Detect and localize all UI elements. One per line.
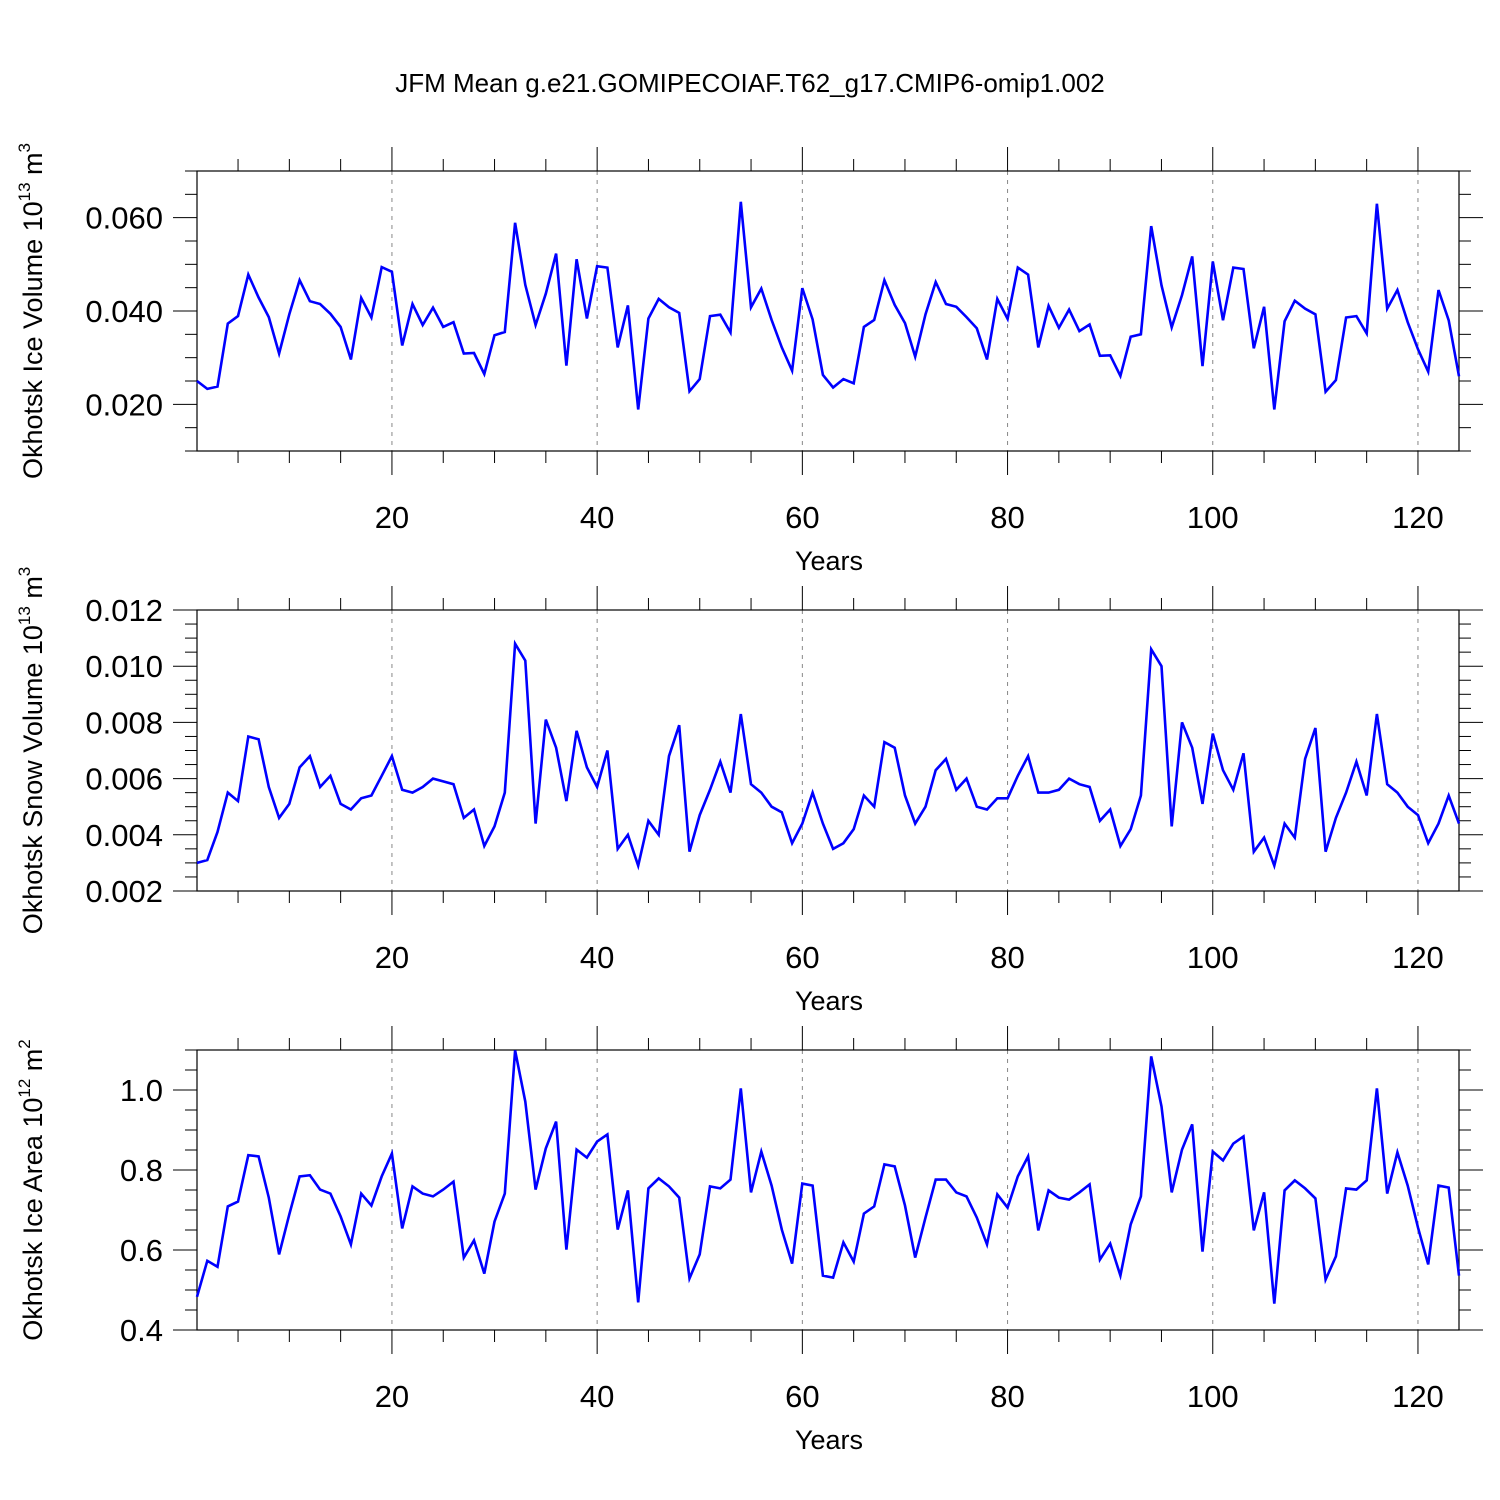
x-tick-label: 60 [785,1379,819,1414]
panel-snow-volume: 0.002 0.004 0.006 0.008 0.010 0.012 20 40 60 80 10… [15,567,1483,1016]
series-line [196,201,1461,410]
plot-frame [196,1049,1460,1331]
panel-ice-area: 0.4 0.6 0.8 1.0 20 40 60 80 100 120 Years Okhotsk I… [15,1026,1483,1455]
x-tick-label: 40 [580,1379,614,1414]
y-tick-label: 0.010 [85,649,163,684]
y-tick-label: 0.002 [85,874,163,909]
x-tick-label: 40 [580,940,614,975]
x-axis-label: Years [795,986,863,1016]
y-tick-label: 0.006 [85,762,163,797]
y-tick-label: 0.6 [120,1233,163,1268]
plot-frame [196,170,1460,452]
y-axis-label: Okhotsk Ice Area 1012 m2 [15,1039,48,1341]
y-tick-label: 0.012 [85,593,163,628]
y-tick-label: 0.8 [120,1153,163,1188]
x-tick-label: 100 [1187,500,1239,535]
series-line [195,1050,1461,1304]
x-tick-label: 80 [990,500,1024,535]
x-axis-label: Years [795,546,863,576]
x-tick-label: 120 [1392,500,1444,535]
x-tick-label: 60 [785,940,819,975]
y-tick-label: 1.0 [120,1073,163,1108]
x-tick-label: 100 [1187,940,1239,975]
x-tick-label: 120 [1392,940,1444,975]
series-line [196,639,1461,871]
x-tick-label: 80 [990,940,1024,975]
y-tick-label: 0.040 [85,294,163,329]
panel-ice-volume: 0.020 0.040 0.060 20 40 60 80 100 120 Years Okhots… [15,143,1483,576]
y-axis-label: Okhotsk Ice Volume 1013 m3 [15,143,48,479]
x-tick-label: 120 [1392,1379,1444,1414]
x-tick-label: 100 [1187,1379,1239,1414]
y-tick-label: 0.004 [85,818,163,853]
x-tick-label: 40 [580,500,614,535]
x-tick-label: 20 [375,500,409,535]
x-tick-label: 80 [990,1379,1024,1414]
y-axis-label: Okhotsk Snow Volume 1013 m3 [15,567,48,935]
y-tick-label: 0.008 [85,705,163,740]
y-tick-label: 0.060 [85,201,163,236]
x-tick-label: 20 [375,940,409,975]
x-tick-label: 60 [785,500,819,535]
x-tick-label: 20 [375,1379,409,1414]
chart-title: JFM Mean g.e21.GOMIPECOIAF.T62_g17.CMIP6… [395,68,1105,98]
y-tick-label: 0.4 [120,1313,163,1348]
plot-frame [196,609,1460,892]
x-axis-label: Years [795,1425,863,1455]
y-tick-label: 0.020 [85,387,163,422]
